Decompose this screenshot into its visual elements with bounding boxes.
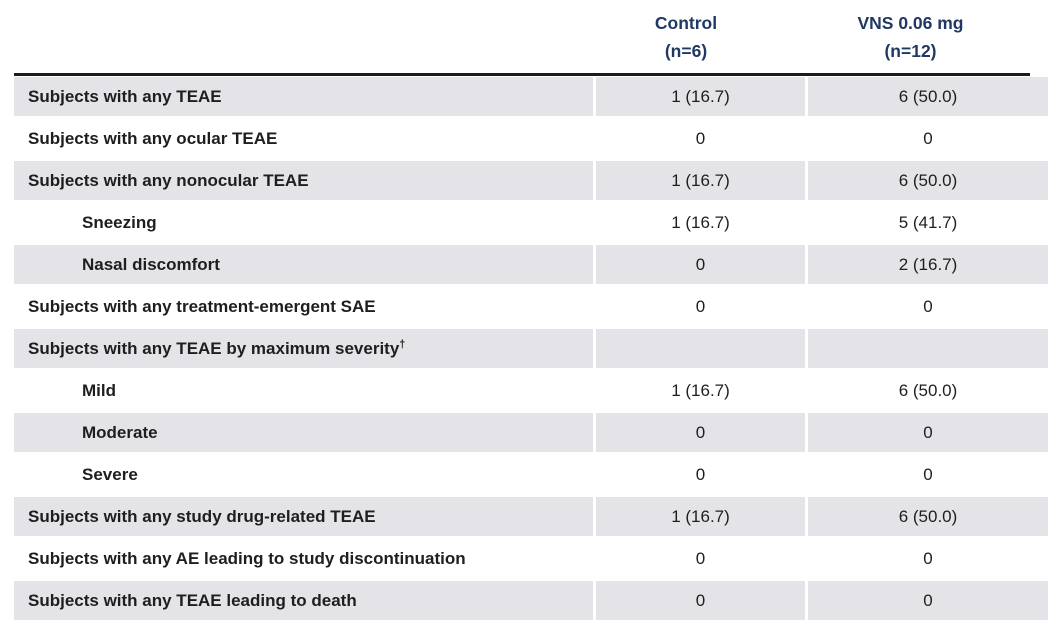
row-label-text: Subjects with any TEAE leading to death <box>28 590 357 610</box>
vns-value: 6 (50.0) <box>805 369 1048 413</box>
row-label-text: Subjects with any nonocular TEAE <box>28 170 309 190</box>
table-row: Subjects with any TEAE by maximum severi… <box>14 327 1048 371</box>
control-value: 1 (16.7) <box>593 201 807 245</box>
table-row: Subjects with any study drug-related TEA… <box>14 495 1048 539</box>
row-label-text: Subjects with any study drug-related TEA… <box>28 506 376 526</box>
control-value: 0 <box>593 117 807 161</box>
row-label: Subjects with any treatment-emergent SAE <box>14 285 595 329</box>
row-label-text: Subjects with any AE leading to study di… <box>28 548 466 568</box>
control-value: 0 <box>593 285 807 329</box>
row-label-text: Moderate <box>82 422 158 442</box>
row-label: Mild <box>14 369 595 413</box>
control-value: 0 <box>593 453 807 497</box>
row-label-text: Subjects with any TEAE <box>28 86 222 106</box>
vns-value: 0 <box>805 285 1048 329</box>
vns-value: 6 (50.0) <box>805 159 1048 203</box>
row-label-text: Nasal discomfort <box>82 254 220 274</box>
row-label: Subjects with any TEAE <box>14 77 595 119</box>
vns-value: 5 (41.7) <box>805 201 1048 245</box>
table-header-row: Control (n=6) VNS 0.06 mg (n=12) <box>14 0 1030 73</box>
teae-data-table: Subjects with any TEAE 1 (16.7) 6 (50.0)… <box>14 77 1048 623</box>
row-label: Subjects with any TEAE by maximum severi… <box>14 327 595 371</box>
vns-value: 0 <box>805 453 1048 497</box>
row-label-text: Mild <box>82 380 116 400</box>
table-row: Subjects with any treatment-emergent SAE… <box>14 285 1048 329</box>
table-row: Severe 0 0 <box>14 453 1048 497</box>
dagger-superscript: † <box>399 337 406 350</box>
table-row: Subjects with any AE leading to study di… <box>14 537 1048 581</box>
column-header-vns: VNS 0.06 mg (n=12) <box>791 9 1030 65</box>
vns-value: 6 (50.0) <box>805 77 1048 119</box>
table-row: Moderate 0 0 <box>14 411 1048 455</box>
control-value: 0 <box>593 579 807 623</box>
column-header-control-name: Control <box>654 13 718 33</box>
control-value: 0 <box>593 537 807 581</box>
vns-value: 0 <box>805 579 1048 623</box>
row-label-text: Severe <box>82 464 138 484</box>
row-label: Moderate <box>14 411 595 455</box>
row-label: Sneezing <box>14 201 595 245</box>
column-header-control-n: (n=6) <box>664 41 708 61</box>
column-header-vns-name: VNS 0.06 mg <box>857 13 964 33</box>
table-row: Subjects with any TEAE leading to death … <box>14 579 1048 623</box>
row-label-text: Subjects with any ocular TEAE <box>28 128 278 148</box>
table-row: Sneezing 1 (16.7) 5 (41.7) <box>14 201 1048 245</box>
vns-value: 2 (16.7) <box>805 243 1048 287</box>
column-header-vns-n: (n=12) <box>884 41 937 61</box>
vns-value: 0 <box>805 537 1048 581</box>
control-value <box>593 327 807 371</box>
vns-value: 0 <box>805 117 1048 161</box>
column-header-control: Control (n=6) <box>581 9 791 65</box>
control-value: 1 (16.7) <box>593 77 807 119</box>
row-label: Nasal discomfort <box>14 243 595 287</box>
adverse-events-table: Control (n=6) VNS 0.06 mg (n=12) Subject… <box>14 0 1048 623</box>
control-value: 1 (16.7) <box>593 159 807 203</box>
control-value: 0 <box>593 411 807 455</box>
row-label: Subjects with any TEAE leading to death <box>14 579 595 623</box>
vns-value <box>805 327 1048 371</box>
row-label: Subjects with any study drug-related TEA… <box>14 495 595 539</box>
row-label: Subjects with any ocular TEAE <box>14 117 595 161</box>
row-label: Subjects with any nonocular TEAE <box>14 159 595 203</box>
header-divider-rule <box>14 73 1030 76</box>
row-label-text: Subjects with any TEAE by maximum severi… <box>28 338 400 358</box>
row-label: Severe <box>14 453 595 497</box>
table-row: Subjects with any ocular TEAE 0 0 <box>14 117 1048 161</box>
control-value: 1 (16.7) <box>593 495 807 539</box>
vns-value: 6 (50.0) <box>805 495 1048 539</box>
vns-value: 0 <box>805 411 1048 455</box>
control-value: 0 <box>593 243 807 287</box>
control-value: 1 (16.7) <box>593 369 807 413</box>
row-label: Subjects with any AE leading to study di… <box>14 537 595 581</box>
row-label-text: Sneezing <box>82 212 157 232</box>
table-row: Subjects with any TEAE 1 (16.7) 6 (50.0) <box>14 77 1048 119</box>
table-row: Nasal discomfort 0 2 (16.7) <box>14 243 1048 287</box>
table-row: Subjects with any nonocular TEAE 1 (16.7… <box>14 159 1048 203</box>
row-label-text: Subjects with any treatment-emergent SAE <box>28 296 376 316</box>
table-row: Mild 1 (16.7) 6 (50.0) <box>14 369 1048 413</box>
